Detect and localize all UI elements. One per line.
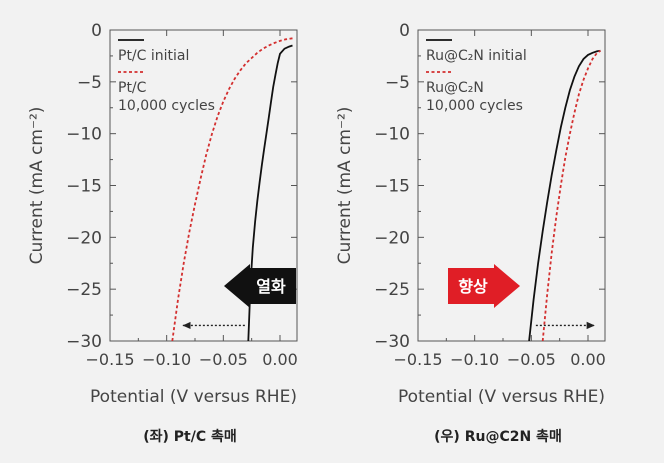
right-ytick-label: −20 [374, 228, 410, 248]
right-ytick-label: −25 [374, 280, 410, 300]
right-xtick-label: 0.00 [570, 350, 606, 369]
right-series-line-0 [528, 49, 601, 341]
right-legend-label-0: Ru@C₂N initial [426, 48, 527, 64]
left-series-line-1 [171, 37, 293, 341]
right-ytick-label: −15 [374, 177, 410, 197]
left-annotation-label: 열화 [256, 277, 286, 296]
right-ytick-label: −10 [374, 125, 410, 145]
left-annotation-arrow [224, 264, 296, 308]
right-caption: (우) Ru@C2N 촉매 [434, 429, 562, 445]
right-ytick-label: −30 [374, 332, 410, 352]
right-annotation-label: 향상 [458, 277, 488, 296]
left-xtick-label: −0.15 [85, 350, 134, 369]
charts-svg: 0−5−10−15−20−25−30−0.15 −0.10 −0.05 0.00Pot… [27, 21, 606, 407]
right-plot-frame [417, 29, 606, 342]
left-ytick-label: −30 [66, 332, 102, 352]
right-xtick-label: −0.05 [507, 350, 556, 369]
right-xtick-label: −0.15 [393, 350, 442, 369]
right-legend-label-1a: Ru@C₂N [426, 80, 484, 96]
left-ytick-label: 0 [91, 21, 102, 41]
left-caption: (좌) Pt/C 촉매 [143, 429, 237, 445]
left-ytick-label: −15 [66, 177, 102, 197]
left-yaxis-label: Current (mA cm⁻²) [27, 107, 47, 265]
right-xtick-label: −0.10 [450, 350, 499, 369]
left-legend-label-0: Pt/C initial [118, 48, 189, 64]
right-xaxis-label: Potential (V versus RHE) [398, 387, 605, 407]
left-ytick-label: −10 [66, 125, 102, 145]
left-xaxis-label: Potential (V versus RHE) [90, 387, 297, 407]
right-annotation-arrow [448, 264, 520, 308]
left-ytick-label: −20 [66, 228, 102, 248]
left-xtick-label: −0.05 [199, 350, 248, 369]
left-xtick-label: 0.00 [262, 350, 298, 369]
right-yaxis-label: Current (mA cm⁻²) [335, 107, 355, 265]
right-series-line-1 [541, 49, 601, 341]
left-ytick-label: −25 [66, 280, 102, 300]
right-legend-label-1b: 10,000 cycles [426, 98, 523, 114]
right-ytick-label: 0 [399, 21, 410, 41]
right-ytick-label: −5 [385, 73, 410, 93]
left-ytick-label: −5 [77, 73, 102, 93]
left-legend-label-1b: 10,000 cycles [118, 98, 215, 114]
left-legend-label-1a: Pt/C [118, 80, 147, 96]
left-xtick-label: −0.10 [142, 350, 191, 369]
left-series-line-0 [247, 44, 293, 341]
